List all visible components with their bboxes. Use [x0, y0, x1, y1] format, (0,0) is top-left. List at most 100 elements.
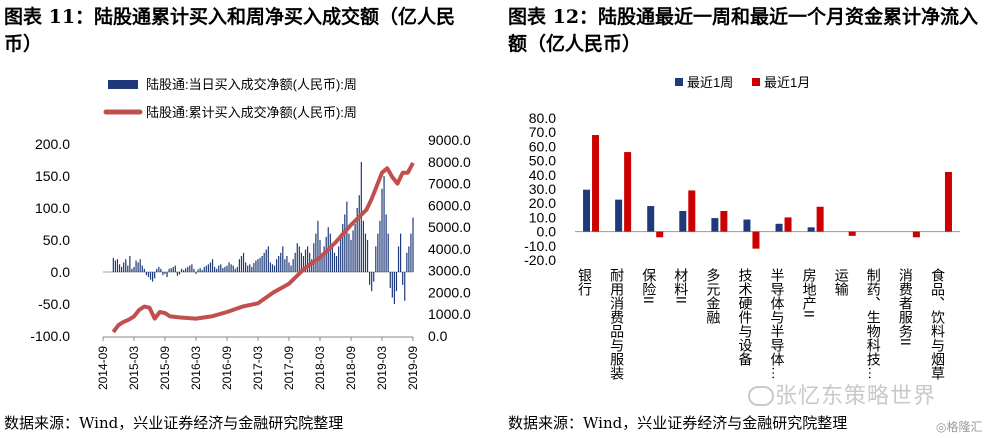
- y-tick-label: -20.0: [524, 252, 556, 268]
- weekly-bar: [135, 260, 137, 272]
- weekly-bar: [379, 220, 381, 272]
- y-left-tick-label: 0.0: [51, 264, 71, 280]
- weekly-bar: [352, 230, 354, 272]
- y-right-tick-label: 7000.0: [428, 176, 471, 192]
- watermark: 张忆东策略世界: [775, 384, 937, 409]
- weekly-bar: [350, 240, 352, 272]
- weekly-bar: [335, 256, 338, 272]
- right-legend: 最近1周 最近1月: [675, 75, 810, 90]
- y-right-tick-label: 4000.0: [428, 241, 471, 257]
- weekly-bar: [168, 268, 170, 272]
- x-tick-label: 2014-09: [96, 346, 110, 390]
- weekly-bar: [369, 272, 371, 285]
- weekly-bar: [121, 266, 123, 272]
- weekly-bar: [317, 220, 319, 272]
- weekly-bar: [395, 272, 398, 292]
- weekly-bar: [197, 269, 199, 272]
- weekly-bar: [358, 195, 360, 272]
- weekly-bar: [278, 256, 280, 272]
- category-label: 房地产II: [802, 268, 818, 318]
- weekly-bar: [397, 246, 400, 272]
- y-tick-label: 30.0: [529, 181, 556, 197]
- weekly-bar: [387, 233, 389, 272]
- right-chart-title: 图表 12：陆股通最近一周和最近一个月资金累计净流入额（亿人民币）: [508, 6, 979, 55]
- legend-swatch-week: [675, 78, 683, 86]
- y-left-tick-label: 100.0: [35, 200, 70, 216]
- weekly-bar: [228, 262, 230, 272]
- weekly-bar: [183, 270, 185, 272]
- weekly-bar: [234, 268, 236, 272]
- bar-month: [752, 231, 760, 249]
- weekly-bar: [218, 265, 220, 272]
- weekly-bar: [404, 272, 406, 301]
- weekly-bar: [410, 233, 412, 272]
- weekly-bar: [309, 252, 311, 272]
- weekly-bar: [247, 265, 249, 272]
- legend-label-month: 最近1月: [764, 75, 810, 90]
- weekly-bar: [112, 257, 114, 272]
- weekly-bar: [356, 208, 358, 272]
- category-label: 保险II: [641, 268, 657, 304]
- weekly-bar: [253, 263, 255, 272]
- x-tick-label: 2017-03: [251, 346, 265, 390]
- weekly-bar: [145, 272, 147, 276]
- weekly-bar: [391, 272, 393, 298]
- bar-month: [592, 135, 600, 232]
- category-label: 技术硬件与设备: [737, 268, 753, 366]
- weekly-bar: [300, 252, 302, 272]
- weekly-bar: [209, 262, 212, 272]
- x-tick-label: 2018-09: [344, 346, 358, 390]
- x-tick-label: 2018-03: [313, 346, 327, 390]
- bar-month: [624, 152, 632, 232]
- bar-month: [720, 211, 728, 232]
- bar-month: [784, 217, 792, 232]
- y-tick-label: 70.0: [529, 124, 556, 140]
- bar-week: [647, 206, 655, 232]
- bar-week: [679, 211, 687, 232]
- weekly-bar: [276, 259, 278, 272]
- weekly-bar: [286, 256, 288, 272]
- weekly-bar: [282, 246, 284, 272]
- y-left-tick-label: -50.0: [38, 296, 70, 312]
- bar-month: [848, 231, 856, 236]
- x-tick-label: 2016-09: [220, 346, 234, 390]
- weekly-bar: [187, 266, 189, 272]
- weekly-bar: [265, 249, 267, 272]
- weekly-bar: [284, 259, 286, 272]
- weekly-bar: [251, 266, 253, 272]
- left-source-note: 数据来源：Wind，兴业证券经济与金融研究院整理: [4, 414, 344, 432]
- legend-swatch-weekly: [108, 80, 138, 89]
- bar-month: [688, 190, 696, 232]
- y-right-tick-label: 8000.0: [428, 154, 471, 170]
- weekly-bar: [127, 265, 129, 272]
- y-right-tick-label: 3000.0: [428, 263, 471, 279]
- y-right-tick-label: 6000.0: [428, 197, 471, 213]
- bar-week: [743, 219, 751, 232]
- weekly-bar: [238, 259, 240, 272]
- weekly-bar: [195, 272, 197, 274]
- weekly-bar: [342, 224, 344, 272]
- y-right-tick-label: 9000.0: [428, 132, 471, 148]
- bar-week: [615, 199, 623, 232]
- weekly-bar: [263, 252, 265, 272]
- weekly-bar: [292, 259, 294, 272]
- weekly-bar: [290, 265, 292, 272]
- legend-swatch-month: [752, 78, 760, 86]
- weekly-bar: [315, 233, 317, 272]
- weekly-bar: [118, 264, 121, 272]
- weekly-bar: [164, 272, 166, 274]
- weekly-bar: [166, 272, 168, 278]
- weekly-bar: [123, 262, 125, 272]
- weekly-bar: [294, 252, 296, 272]
- weekly-bar: [307, 246, 309, 272]
- bar-month: [656, 231, 664, 238]
- y-tick-label: 20.0: [529, 195, 556, 211]
- weekly-bar: [406, 252, 408, 272]
- category-label: 运输: [834, 268, 850, 296]
- y-left-tick-label: -100.0: [30, 328, 70, 344]
- weekly-bar: [174, 265, 176, 272]
- weekly-bar: [383, 176, 385, 272]
- category-label: 消费者服务II: [898, 268, 914, 346]
- bar-week: [807, 227, 815, 232]
- weekly-bar: [373, 272, 375, 282]
